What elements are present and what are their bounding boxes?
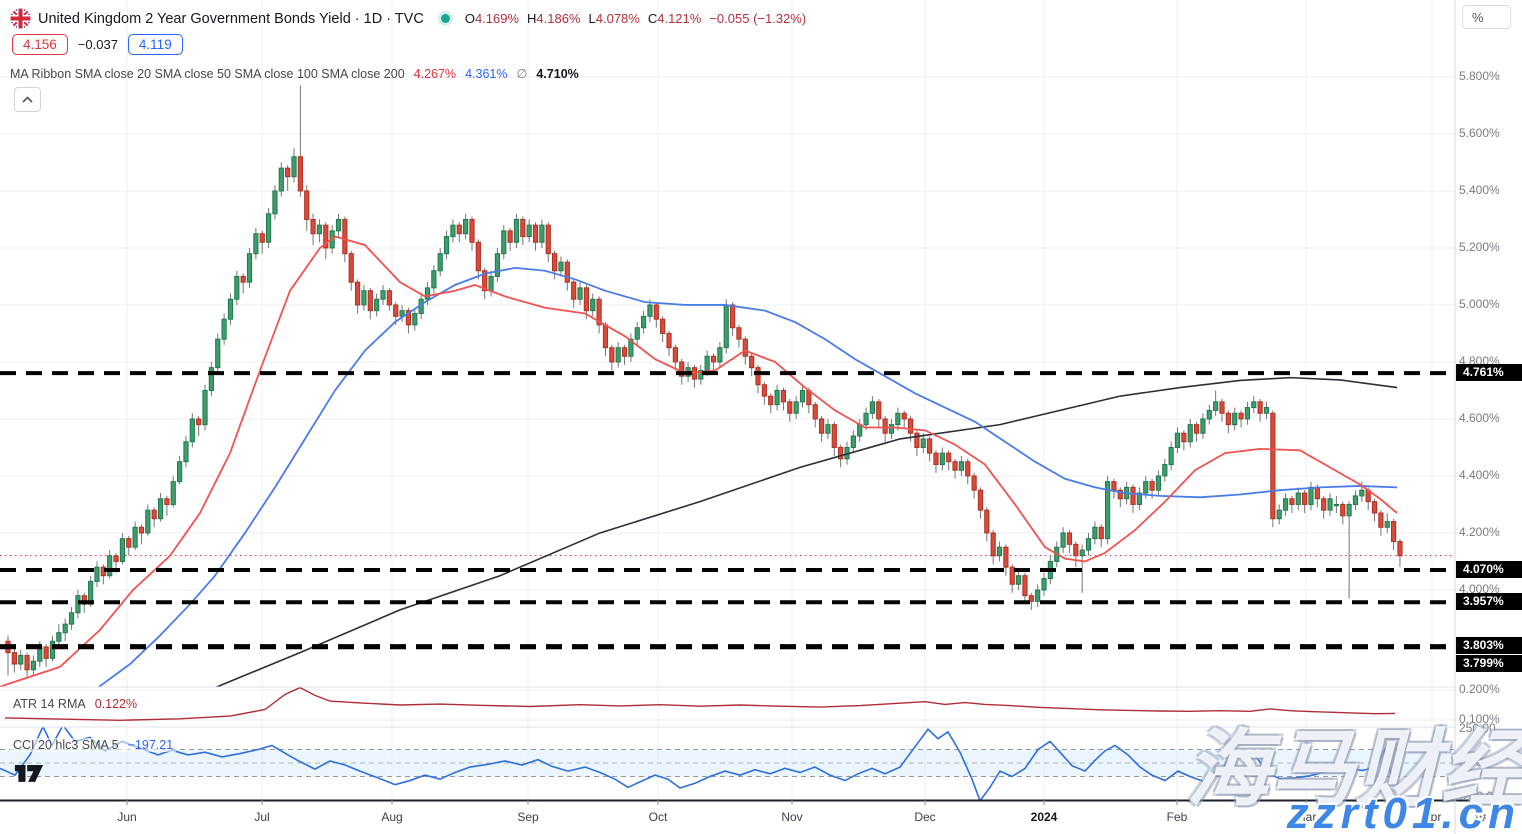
x-axis-month-label: 2024 — [1030, 810, 1058, 824]
sma200-value: 4.710% — [536, 66, 579, 81]
y-axis-tick: 5.600% — [1459, 125, 1500, 140]
y-axis-tick: 5.800% — [1459, 68, 1500, 83]
buy-price-button[interactable]: 4.119 — [127, 34, 183, 55]
grid-layer — [0, 0, 1455, 800]
market-status-icon — [440, 14, 450, 23]
y-axis-tick: 4.400% — [1459, 467, 1500, 482]
atr-axis-tick: 0.200% — [1459, 682, 1500, 696]
sell-price-button[interactable]: 4.156 — [12, 34, 68, 55]
x-axis-month-label: Oct — [648, 810, 668, 824]
price-level-label: 3.803% — [1456, 637, 1522, 655]
x-axis-month-label: Mar — [1295, 810, 1317, 824]
gear-icon[interactable]: ⚙ — [1474, 809, 1488, 826]
y-axis-tick: 5.200% — [1459, 239, 1500, 254]
percent-scale-button[interactable]: % — [1462, 5, 1511, 29]
sma20-value: 4.267% — [413, 66, 457, 81]
sma50-line — [97, 266, 1398, 687]
cci-axis-tick: 0.00 — [1459, 755, 1483, 769]
collapse-legend-button[interactable] — [14, 87, 41, 112]
sma50-value: 4.361% — [465, 66, 508, 81]
atr-pane — [4, 687, 1396, 722]
candles-layer — [5, 85, 1403, 679]
cci-legend[interactable]: CCI 20 hlc3 SMA 5 −197.21 — [10, 738, 177, 752]
uk-flag-icon — [10, 8, 31, 29]
cci-value: −197.21 — [127, 738, 174, 752]
x-axis-month-label: Sep — [517, 810, 539, 824]
chevron-up-icon — [22, 96, 33, 103]
ohlc-values: O4.169% H4.186% L4.078% C4.121% −0.055 (… — [464, 11, 807, 26]
cci-axis-tick: 250.00 — [1459, 721, 1496, 736]
y-axis-tick: 4.200% — [1459, 524, 1500, 539]
level-lines-layer — [0, 371, 1455, 650]
price-level-label: 3.799% — [1456, 655, 1522, 672]
symbol-title[interactable]: United Kingdom 2 Year Government Bonds Y… — [38, 10, 424, 27]
y-axis-tick: 5.000% — [1459, 296, 1500, 311]
main-pane — [0, 85, 1455, 687]
ma-ribbon-legend[interactable]: MA Ribbon SMA close 20 SMA close 50 SMA … — [10, 66, 579, 82]
y-axis-tick: 5.400% — [1459, 182, 1500, 197]
y-axis-tick: 4.600% — [1459, 410, 1500, 425]
price-level-label: 3.957% — [1456, 593, 1522, 611]
x-axis-month-label: Jun — [117, 810, 137, 824]
sma20-line — [0, 235, 1398, 687]
bid-ask-row: 4.156 −0.037 4.119 — [12, 34, 183, 55]
ma-ribbon-label: MA Ribbon SMA close 20 SMA close 50 SMA … — [10, 66, 405, 81]
atr-legend[interactable]: ATR 14 RMA 0.122% — [10, 697, 141, 711]
spread-change: −0.037 — [77, 37, 118, 52]
atr-value: 0.122% — [94, 697, 138, 711]
sma200-line — [214, 376, 1398, 687]
atr-label: ATR 14 RMA — [13, 697, 86, 711]
price-level-label: 4.070% — [1456, 561, 1522, 578]
tradingview-logo-icon[interactable] — [14, 760, 44, 791]
x-axis-month-label: Dec — [914, 810, 936, 824]
symbol-legend[interactable]: United Kingdom 2 Year Government Bonds Y… — [10, 8, 806, 29]
atr-axis-tick: 0.100% — [1459, 712, 1500, 726]
y-axis-tick: 4.000% — [1459, 581, 1500, 596]
cci-axis-tick: -250.00 — [1459, 788, 1500, 803]
cci-pane — [0, 727, 1455, 800]
x-axis-month-label: Feb — [1166, 810, 1188, 824]
x-axis-month-label: Jul — [254, 810, 270, 824]
x-axis-month-label: Nov — [781, 810, 803, 824]
x-axis-month-label: Apr — [1422, 810, 1442, 824]
change-value: −0.055 (−1.32%) — [709, 11, 807, 26]
x-axis-month-label: Aug — [381, 810, 403, 824]
cci-label: CCI 20 hlc3 SMA 5 — [13, 738, 119, 752]
average-symbol: ∅ — [516, 67, 528, 81]
price-level-label: 4.761% — [1456, 364, 1522, 382]
